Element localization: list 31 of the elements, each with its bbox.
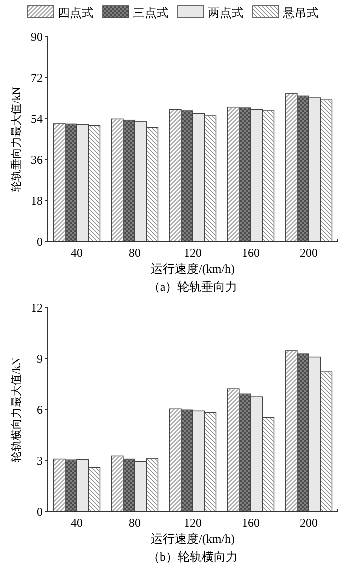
y-tick-label: 18: [31, 194, 43, 208]
x-tick-label: 160: [242, 246, 260, 260]
x-axis-title: 运行速度/(km/h): [151, 262, 235, 276]
legend-label: 悬吊式: [282, 6, 319, 20]
x-tick-label: 40: [71, 516, 83, 530]
y-axis-title: 轮轨垂向力最大值/kN: [10, 87, 23, 192]
y-tick-label: 9: [37, 352, 43, 366]
y-tick-label: 36: [31, 153, 43, 167]
x-axis-title: 运行速度/(km/h): [151, 532, 235, 546]
legend-label: 三点式: [133, 6, 169, 20]
x-tick-label: 80: [129, 516, 141, 530]
y-tick-label: 6: [37, 403, 43, 417]
x-tick-label: 200: [300, 516, 318, 530]
y-tick-label: 3: [37, 454, 43, 468]
legend-label: 四点式: [58, 6, 94, 20]
text: （a）轮轨垂向力: [148, 280, 238, 294]
x-tick-label: 160: [242, 516, 260, 530]
y-tick-label: 90: [31, 30, 43, 44]
x-tick-label: 80: [129, 246, 141, 260]
y-tick-label: 0: [37, 505, 43, 519]
y-tick-label: 54: [31, 112, 43, 126]
x-tick-label: 120: [184, 516, 202, 530]
x-tick-label: 120: [184, 246, 202, 260]
x-tick-label: 200: [300, 246, 318, 260]
y-axis-title: 轮轨横向力最大值/kN: [10, 358, 23, 462]
x-tick-label: 40: [71, 246, 83, 260]
y-tick-label: 72: [31, 71, 43, 85]
text: （b）轮轨横向力: [148, 550, 238, 564]
y-tick-label: 0: [37, 235, 43, 249]
legend-label: 两点式: [208, 6, 244, 20]
y-tick-label: 12: [31, 301, 43, 315]
